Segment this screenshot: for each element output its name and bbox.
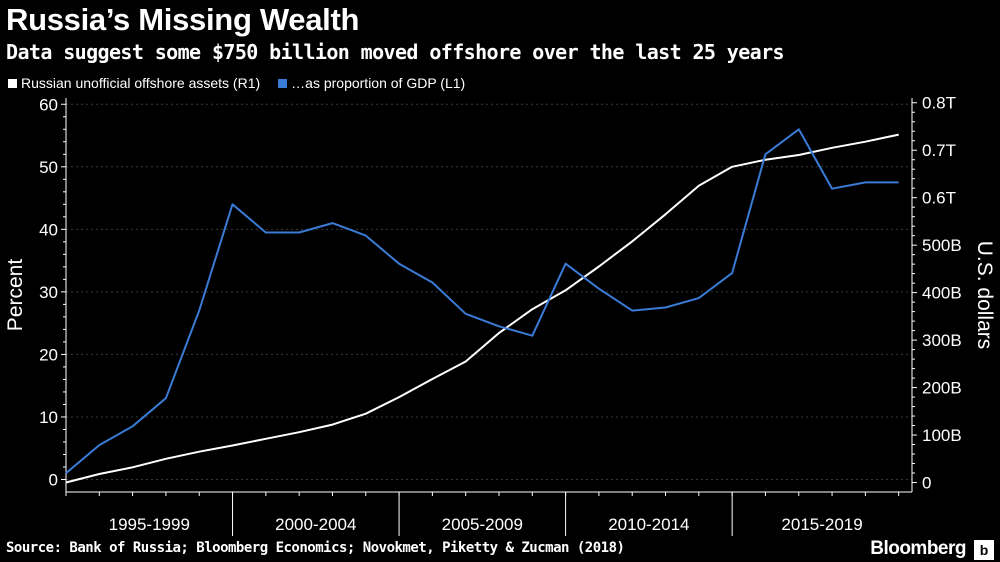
right-tick-label: 400B bbox=[922, 284, 962, 303]
left-tick-label: 60 bbox=[39, 95, 58, 114]
right-tick-label: 0.8T bbox=[922, 94, 956, 113]
series-line-gdp-proportion bbox=[65, 128, 899, 474]
left-tick-label: 0 bbox=[49, 470, 58, 489]
left-tick-label: 30 bbox=[39, 283, 58, 302]
legend-label: …as proportion of GDP (L1) bbox=[291, 75, 466, 91]
legend-swatch-white bbox=[8, 78, 17, 88]
bloomberg-badge-icon: b bbox=[974, 540, 994, 560]
legend-item-offshore-assets: Russian unofficial offshore assets (R1) bbox=[8, 75, 260, 91]
right-tick-label: 0.7T bbox=[922, 141, 956, 160]
bloomberg-logo: Bloomberg bbox=[870, 538, 966, 559]
legend-swatch-blue bbox=[278, 78, 288, 88]
left-tick-label: 10 bbox=[39, 408, 58, 427]
right-tick-label: 300B bbox=[922, 331, 962, 350]
right-tick-label: 500B bbox=[922, 236, 962, 255]
right-tick-label: 100B bbox=[922, 426, 962, 445]
right-tick-label: 200B bbox=[922, 379, 962, 398]
chart-subtitle: Data suggest some $750 billion moved off… bbox=[6, 40, 785, 64]
x-category-label: 2015-2019 bbox=[781, 515, 862, 534]
left-axis-title: Percent bbox=[4, 259, 27, 332]
right-axis-title: U.S. dollars bbox=[973, 241, 996, 350]
right-tick-label: 0 bbox=[922, 474, 931, 493]
legend-label: Russian unofficial offshore assets (R1) bbox=[21, 75, 261, 91]
x-category-label: 2010-2014 bbox=[608, 515, 689, 534]
x-category-label: 2005-2009 bbox=[442, 515, 523, 534]
right-tick-label: 0.6T bbox=[922, 189, 956, 208]
legend-item-gdp-proportion: …as proportion of GDP (L1) bbox=[278, 75, 465, 91]
left-tick-label: 20 bbox=[39, 345, 58, 364]
chart-title: Russia’s Missing Wealth bbox=[6, 2, 360, 37]
source-note: Source: Bank of Russia; Bloomberg Econom… bbox=[6, 540, 625, 556]
left-tick-label: 40 bbox=[39, 220, 58, 239]
series-line-offshore-assets bbox=[65, 133, 899, 484]
x-category-label: 1995-1999 bbox=[109, 515, 190, 534]
x-category-label: 2000-2004 bbox=[275, 515, 356, 534]
left-tick-label: 50 bbox=[39, 158, 58, 177]
legend: Russian unofficial offshore assets (R1) … bbox=[8, 75, 465, 91]
